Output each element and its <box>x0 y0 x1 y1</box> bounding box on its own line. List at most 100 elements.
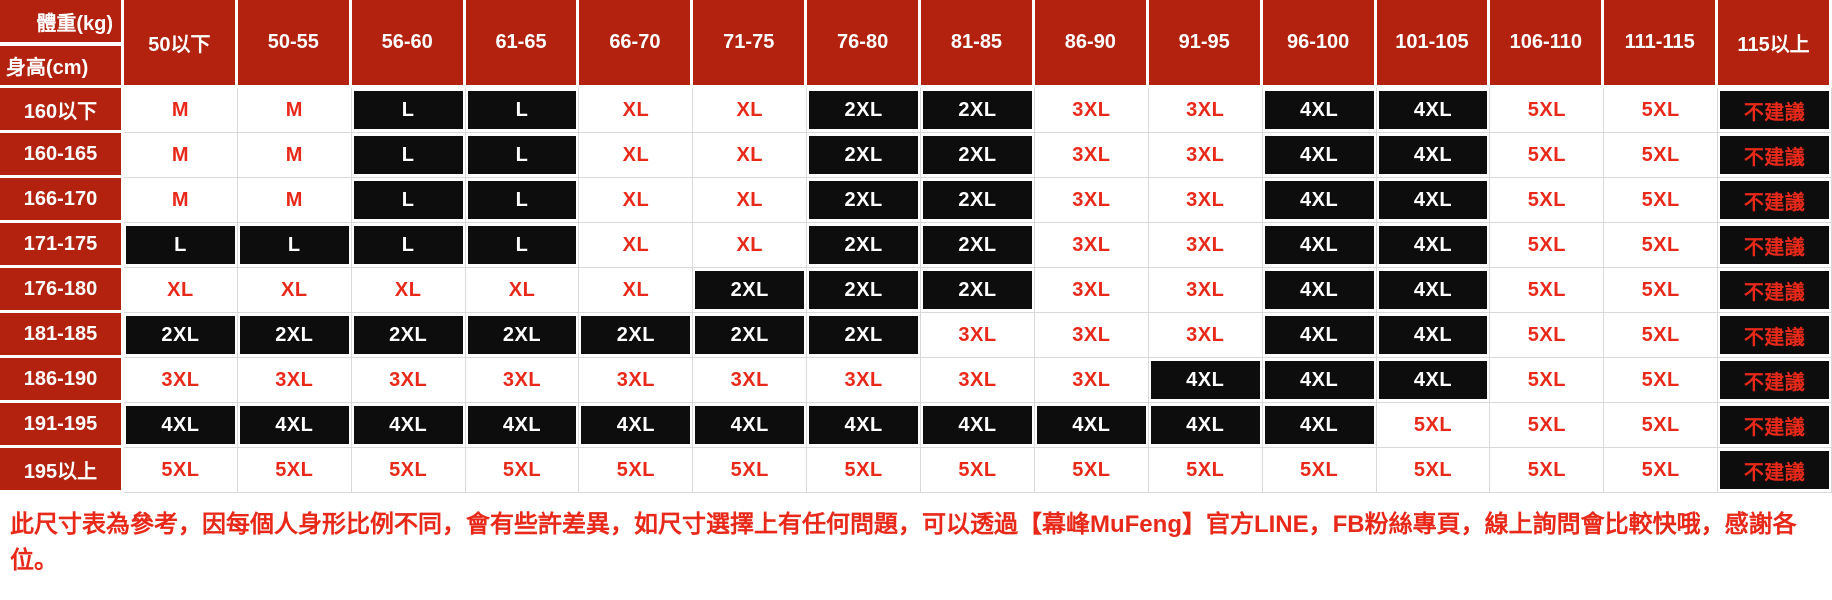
size-value: 5XL <box>958 458 997 481</box>
size-value: L <box>467 226 577 264</box>
size-value: L <box>467 136 577 174</box>
size-cell: XL <box>351 268 466 313</box>
size-value: 不建議 <box>1720 361 1829 399</box>
size-cell: 4XL <box>1376 223 1491 268</box>
size-cell: 5XL <box>1604 88 1719 133</box>
size-value: XL <box>622 188 650 211</box>
size-cell: L <box>237 223 352 268</box>
size-value: 5XL <box>1641 233 1680 256</box>
size-cell: 不建議 <box>1718 358 1832 403</box>
size-cell: 5XL <box>1148 448 1263 493</box>
size-value: 5XL <box>275 458 314 481</box>
weight-header-cell: 101-105 <box>1376 0 1491 88</box>
size-value: 4XL <box>239 406 349 444</box>
size-cell: 2XL <box>807 313 922 358</box>
size-value: 5XL <box>1641 323 1680 346</box>
size-cell: 不建議 <box>1718 88 1832 133</box>
height-row-label: 166-170 <box>0 178 124 223</box>
height-row-label: 171-175 <box>0 223 124 268</box>
size-value: XL <box>736 98 764 121</box>
size-value: XL <box>736 233 764 256</box>
size-cell: 3XL <box>1148 223 1263 268</box>
size-value: 4XL <box>1378 316 1488 354</box>
height-row-label: 160-165 <box>0 133 124 178</box>
size-value: 3XL <box>1072 98 1111 121</box>
size-value: 5XL <box>1641 368 1680 391</box>
size-cell: M <box>237 88 352 133</box>
size-cell: 4XL <box>1376 133 1491 178</box>
size-value: 2XL <box>239 316 349 354</box>
size-value: 5XL <box>389 458 428 481</box>
weight-axis-label: 體重(kg) <box>36 12 113 35</box>
size-cell: 3XL <box>1148 133 1263 178</box>
size-cell: 5XL <box>1490 133 1605 178</box>
size-cell: 5XL <box>1490 358 1605 403</box>
size-cell: 4XL <box>693 403 808 448</box>
size-cell: 4XL <box>1262 223 1377 268</box>
size-value: 4XL <box>1264 136 1374 174</box>
size-cell: 2XL <box>579 313 694 358</box>
size-cell: 3XL <box>1148 268 1263 313</box>
size-cell: 不建議 <box>1718 313 1832 358</box>
size-value: 3XL <box>1186 143 1225 166</box>
size-cell: L <box>124 223 238 268</box>
size-value: 不建議 <box>1720 91 1829 129</box>
size-value: 3XL <box>1072 233 1111 256</box>
size-value: 5XL <box>1527 278 1566 301</box>
size-cell: M <box>237 133 352 178</box>
size-cell: 2XL <box>237 313 352 358</box>
size-value: 5XL <box>616 458 655 481</box>
size-value: XL <box>167 278 194 301</box>
size-cell: XL <box>124 268 238 313</box>
size-value: 5XL <box>1413 413 1453 436</box>
size-cell: L <box>465 133 580 178</box>
size-value: 不建議 <box>1720 226 1829 264</box>
size-value: 5XL <box>1641 413 1680 436</box>
size-cell: XL <box>579 133 694 178</box>
size-value: XL <box>508 278 536 301</box>
size-cell: 4XL <box>1148 358 1263 403</box>
size-value: 3XL <box>1186 233 1225 256</box>
size-value: XL <box>622 233 650 256</box>
size-value: L <box>239 226 349 264</box>
weight-header-cell: 61-65 <box>465 0 580 88</box>
size-value: 2XL <box>353 316 463 354</box>
size-cell: 5XL <box>1490 448 1605 493</box>
size-cell: 4XL <box>1262 133 1377 178</box>
size-cell: 2XL <box>807 133 922 178</box>
size-value: 4XL <box>1378 361 1488 399</box>
size-value: 4XL <box>1378 136 1488 174</box>
size-cell: 5XL <box>1490 178 1605 223</box>
weight-header-cell: 91-95 <box>1148 0 1263 88</box>
size-cell: 5XL <box>1376 448 1491 493</box>
size-cell: 4XL <box>1262 268 1377 313</box>
size-value: 2XL <box>809 271 919 309</box>
size-cell: 4XL <box>237 403 352 448</box>
size-cell: 5XL <box>1604 178 1719 223</box>
size-cell: 4XL <box>1262 358 1377 403</box>
size-cell: XL <box>693 133 808 178</box>
size-value: 3XL <box>1186 278 1225 301</box>
size-value: 4XL <box>1264 406 1374 444</box>
size-value: 3XL <box>1186 323 1225 346</box>
size-cell: XL <box>579 223 694 268</box>
size-value: 3XL <box>275 368 314 391</box>
size-value: 4XL <box>353 406 463 444</box>
size-value: 不建議 <box>1720 451 1829 489</box>
size-value: 3XL <box>502 368 542 391</box>
size-cell: 4XL <box>1148 403 1263 448</box>
size-cell: 4XL <box>1262 313 1377 358</box>
size-cell: 5XL <box>1376 403 1491 448</box>
size-cell: 5XL <box>579 448 694 493</box>
size-cell: 5XL <box>693 448 808 493</box>
size-value: 5XL <box>1527 368 1566 391</box>
size-cell: 4XL <box>1376 358 1491 403</box>
size-value: 3XL <box>1072 188 1111 211</box>
size-cell: 3XL <box>1148 313 1263 358</box>
size-value: 4XL <box>1378 226 1488 264</box>
size-value: XL <box>281 278 308 301</box>
size-value: 5XL <box>1527 143 1566 166</box>
size-value: 5XL <box>1527 98 1566 121</box>
size-cell: 3XL <box>1034 313 1149 358</box>
size-cell: 4XL <box>1034 403 1149 448</box>
